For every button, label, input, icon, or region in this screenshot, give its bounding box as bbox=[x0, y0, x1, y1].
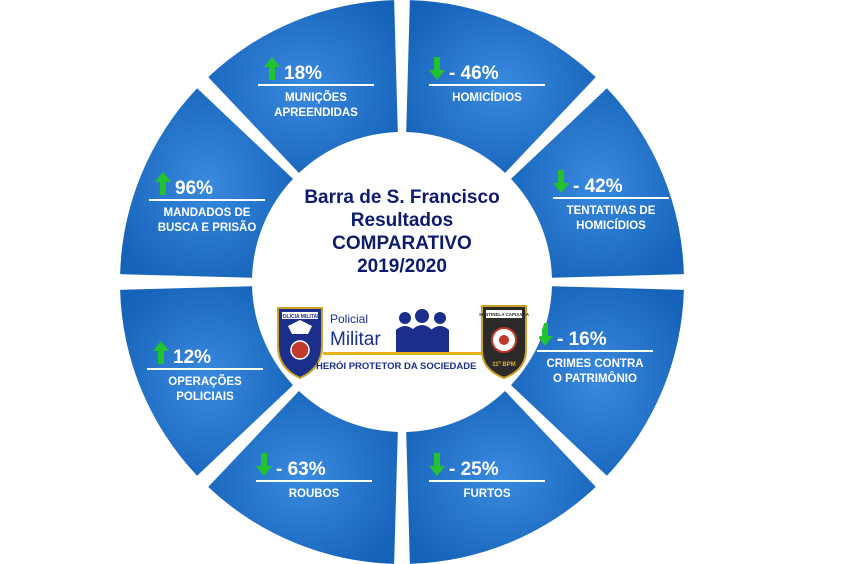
segment-label: BUSCA E PRISÃO bbox=[158, 221, 257, 234]
segment-value: - 46% bbox=[449, 63, 499, 84]
logo-gold-line bbox=[323, 352, 483, 355]
center-circle bbox=[254, 134, 550, 430]
center-title-line-2: Resultados bbox=[351, 210, 453, 231]
segment-value: - 63% bbox=[276, 459, 326, 480]
segment-divider bbox=[147, 368, 263, 370]
down-arrow-icon bbox=[429, 57, 445, 80]
segment-divider bbox=[553, 197, 669, 199]
segment-value: - 42% bbox=[573, 176, 623, 197]
wheel-segment: 12% OPERAÇÕES POLICIAIS bbox=[120, 286, 294, 476]
segment-value: 96% bbox=[175, 178, 213, 199]
up-arrow-icon bbox=[155, 172, 171, 195]
svg-text:POLÍCIA MILITAR: POLÍCIA MILITAR bbox=[279, 312, 321, 320]
down-arrow-icon bbox=[429, 453, 445, 476]
wheel-segment: 18% MUNIÇÕES APREENDIDAS bbox=[208, 0, 398, 174]
segment-shape bbox=[208, 0, 398, 174]
segment-shape bbox=[406, 0, 596, 174]
wheel-segment: - 42% TENTATIVAS DE HOMICÍDIOS bbox=[510, 88, 684, 278]
wheel-segment: - 46% HOMICÍDIOS bbox=[406, 0, 596, 174]
svg-text:SENTINELA CAPIXABA: SENTINELA CAPIXABA bbox=[479, 312, 530, 317]
segment-label: OPERAÇÕES bbox=[168, 375, 242, 388]
segment-label: CRIMES CONTRA bbox=[546, 358, 643, 370]
segment-divider bbox=[256, 480, 372, 482]
segment-shape bbox=[406, 390, 596, 564]
svg-text:11º BPM: 11º BPM bbox=[492, 362, 516, 368]
segment-label: MANDADOS DE bbox=[164, 207, 251, 219]
center-title-line-1: Barra de S. Francisco bbox=[304, 187, 499, 208]
down-arrow-icon bbox=[553, 170, 569, 193]
slogan: HERÓI PROTETOR DA SOCIEDADE bbox=[316, 360, 476, 372]
segment-value: 12% bbox=[173, 347, 211, 368]
segment-label: FURTOS bbox=[463, 488, 510, 500]
segment-divider bbox=[429, 480, 545, 482]
segment-shape bbox=[120, 286, 294, 476]
segment-divider bbox=[537, 350, 653, 352]
pm-label-militar: Militar bbox=[330, 329, 381, 350]
segment-shape bbox=[120, 88, 294, 278]
officers-silhouette-icon bbox=[396, 309, 449, 352]
segment-divider bbox=[258, 84, 374, 86]
police-logo-strip: POLÍCIA MILITAR Policial Militar HERÓI P… bbox=[277, 305, 530, 380]
battalion-badge-icon: SENTINELA CAPIXABA 11º BPM bbox=[479, 305, 530, 380]
segment-label: POLICIAIS bbox=[176, 391, 234, 403]
segment-label: APREENDIDAS bbox=[274, 107, 358, 119]
up-arrow-icon bbox=[153, 341, 169, 364]
center-title-line-3: COMPARATIVO bbox=[332, 233, 472, 254]
segment-label: HOMICÍDIOS bbox=[576, 219, 646, 232]
segment-shape bbox=[208, 390, 398, 564]
up-arrow-icon bbox=[264, 57, 280, 80]
segment-value: 18% bbox=[284, 63, 322, 84]
wheel-segment: - 25% FURTOS bbox=[406, 390, 596, 564]
pm-label-policial: Policial bbox=[330, 312, 368, 326]
wheel-segment: 96% MANDADOS DE BUSCA E PRISÃO bbox=[120, 88, 294, 278]
segment-divider bbox=[149, 199, 265, 201]
segment-shape bbox=[510, 286, 684, 476]
segment-label: TENTATIVAS DE bbox=[567, 205, 656, 217]
segment-label: HOMICÍDIOS bbox=[452, 91, 522, 104]
police-shield-icon: POLÍCIA MILITAR bbox=[277, 307, 323, 380]
segment-label: MUNIÇÕES bbox=[285, 91, 347, 104]
center-title: Barra de S. Francisco Resultados COMPARA… bbox=[304, 187, 499, 277]
center-title-line-4: 2019/2020 bbox=[357, 256, 447, 277]
segment-value: - 25% bbox=[449, 459, 499, 480]
segment-label: O PATRIMÔNIO bbox=[553, 372, 637, 385]
segment-shape bbox=[510, 88, 684, 278]
segment-divider bbox=[429, 84, 545, 86]
segment-value: - 16% bbox=[557, 329, 607, 350]
down-arrow-icon bbox=[256, 453, 272, 476]
down-arrow-icon bbox=[537, 323, 553, 346]
segment-label: ROUBOS bbox=[289, 488, 340, 500]
wheel-segment: - 63% ROUBOS bbox=[208, 390, 398, 564]
wheel-segment: - 16% CRIMES CONTRA O PATRIMÔNIO bbox=[510, 286, 684, 476]
